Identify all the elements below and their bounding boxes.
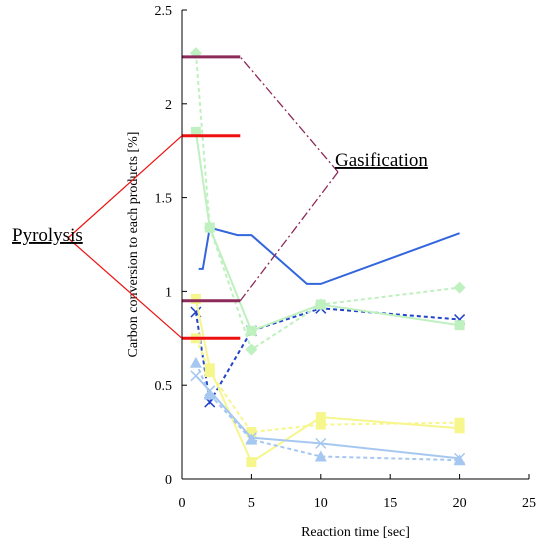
annotation-layer: Pyrolysis Gasification xyxy=(12,56,428,339)
series-7-point xyxy=(245,433,258,445)
y-tick-label: 0 xyxy=(165,473,172,488)
series-4-point xyxy=(246,457,257,468)
plot-layer xyxy=(182,47,466,468)
series-3-point xyxy=(245,343,258,356)
y-tick-label: 2 xyxy=(165,98,172,113)
gasification-pointer-lower xyxy=(239,171,339,302)
series-1-line xyxy=(194,307,460,406)
x-tick-label: 0 xyxy=(179,496,186,511)
series-5-line xyxy=(194,337,460,434)
series-4-line xyxy=(194,298,460,464)
series-7-point xyxy=(189,356,202,368)
x-tick-label: 25 xyxy=(522,496,536,511)
series-2-point xyxy=(190,126,201,137)
series-4-point xyxy=(190,293,201,304)
series-7-point xyxy=(203,388,216,400)
y-tick-label: 1 xyxy=(165,285,172,300)
y-tick-label: 2.5 xyxy=(155,4,173,19)
series-4-point xyxy=(315,412,326,423)
y-tick-label: 0.5 xyxy=(155,379,173,394)
x-tick-label: 10 xyxy=(314,496,328,511)
ticks-layer: 0 0.5 1 1.5 2 2.5 0 5 10 15 20 25 xyxy=(155,4,537,511)
x-tick-label: 15 xyxy=(383,496,397,511)
series-7-point xyxy=(453,454,466,466)
series-7-point xyxy=(314,450,327,462)
series-5-point xyxy=(454,417,465,428)
series-3-point xyxy=(203,221,216,234)
x-axis-title: Reaction time [sec] xyxy=(301,525,410,540)
series-2-point xyxy=(246,325,257,336)
pyrolysis-pointer-lower xyxy=(67,237,183,339)
y-axis-title: Carbon conversion to each products [%] xyxy=(126,132,141,358)
annotation-pyrolysis: Pyrolysis xyxy=(12,225,83,246)
series-5-point xyxy=(204,367,215,378)
gasification-pointer-upper xyxy=(239,56,339,173)
series-3-point xyxy=(314,298,327,311)
annotation-gasification: Gasification xyxy=(335,150,428,171)
series-5-point xyxy=(246,427,257,438)
axes-layer xyxy=(181,10,529,480)
series-3-point xyxy=(453,281,466,294)
series-4-point xyxy=(454,423,465,434)
series-2-point xyxy=(454,320,465,331)
series-6-point xyxy=(315,437,327,449)
series-7-line xyxy=(194,362,460,462)
y-tick-label: 1.5 xyxy=(155,192,173,207)
x-tick-label: 5 xyxy=(248,496,255,511)
series-0-line xyxy=(198,226,460,285)
x-tick-label: 20 xyxy=(453,496,467,511)
pyrolysis-pointer-upper xyxy=(67,135,183,239)
series-5-point xyxy=(315,419,326,430)
